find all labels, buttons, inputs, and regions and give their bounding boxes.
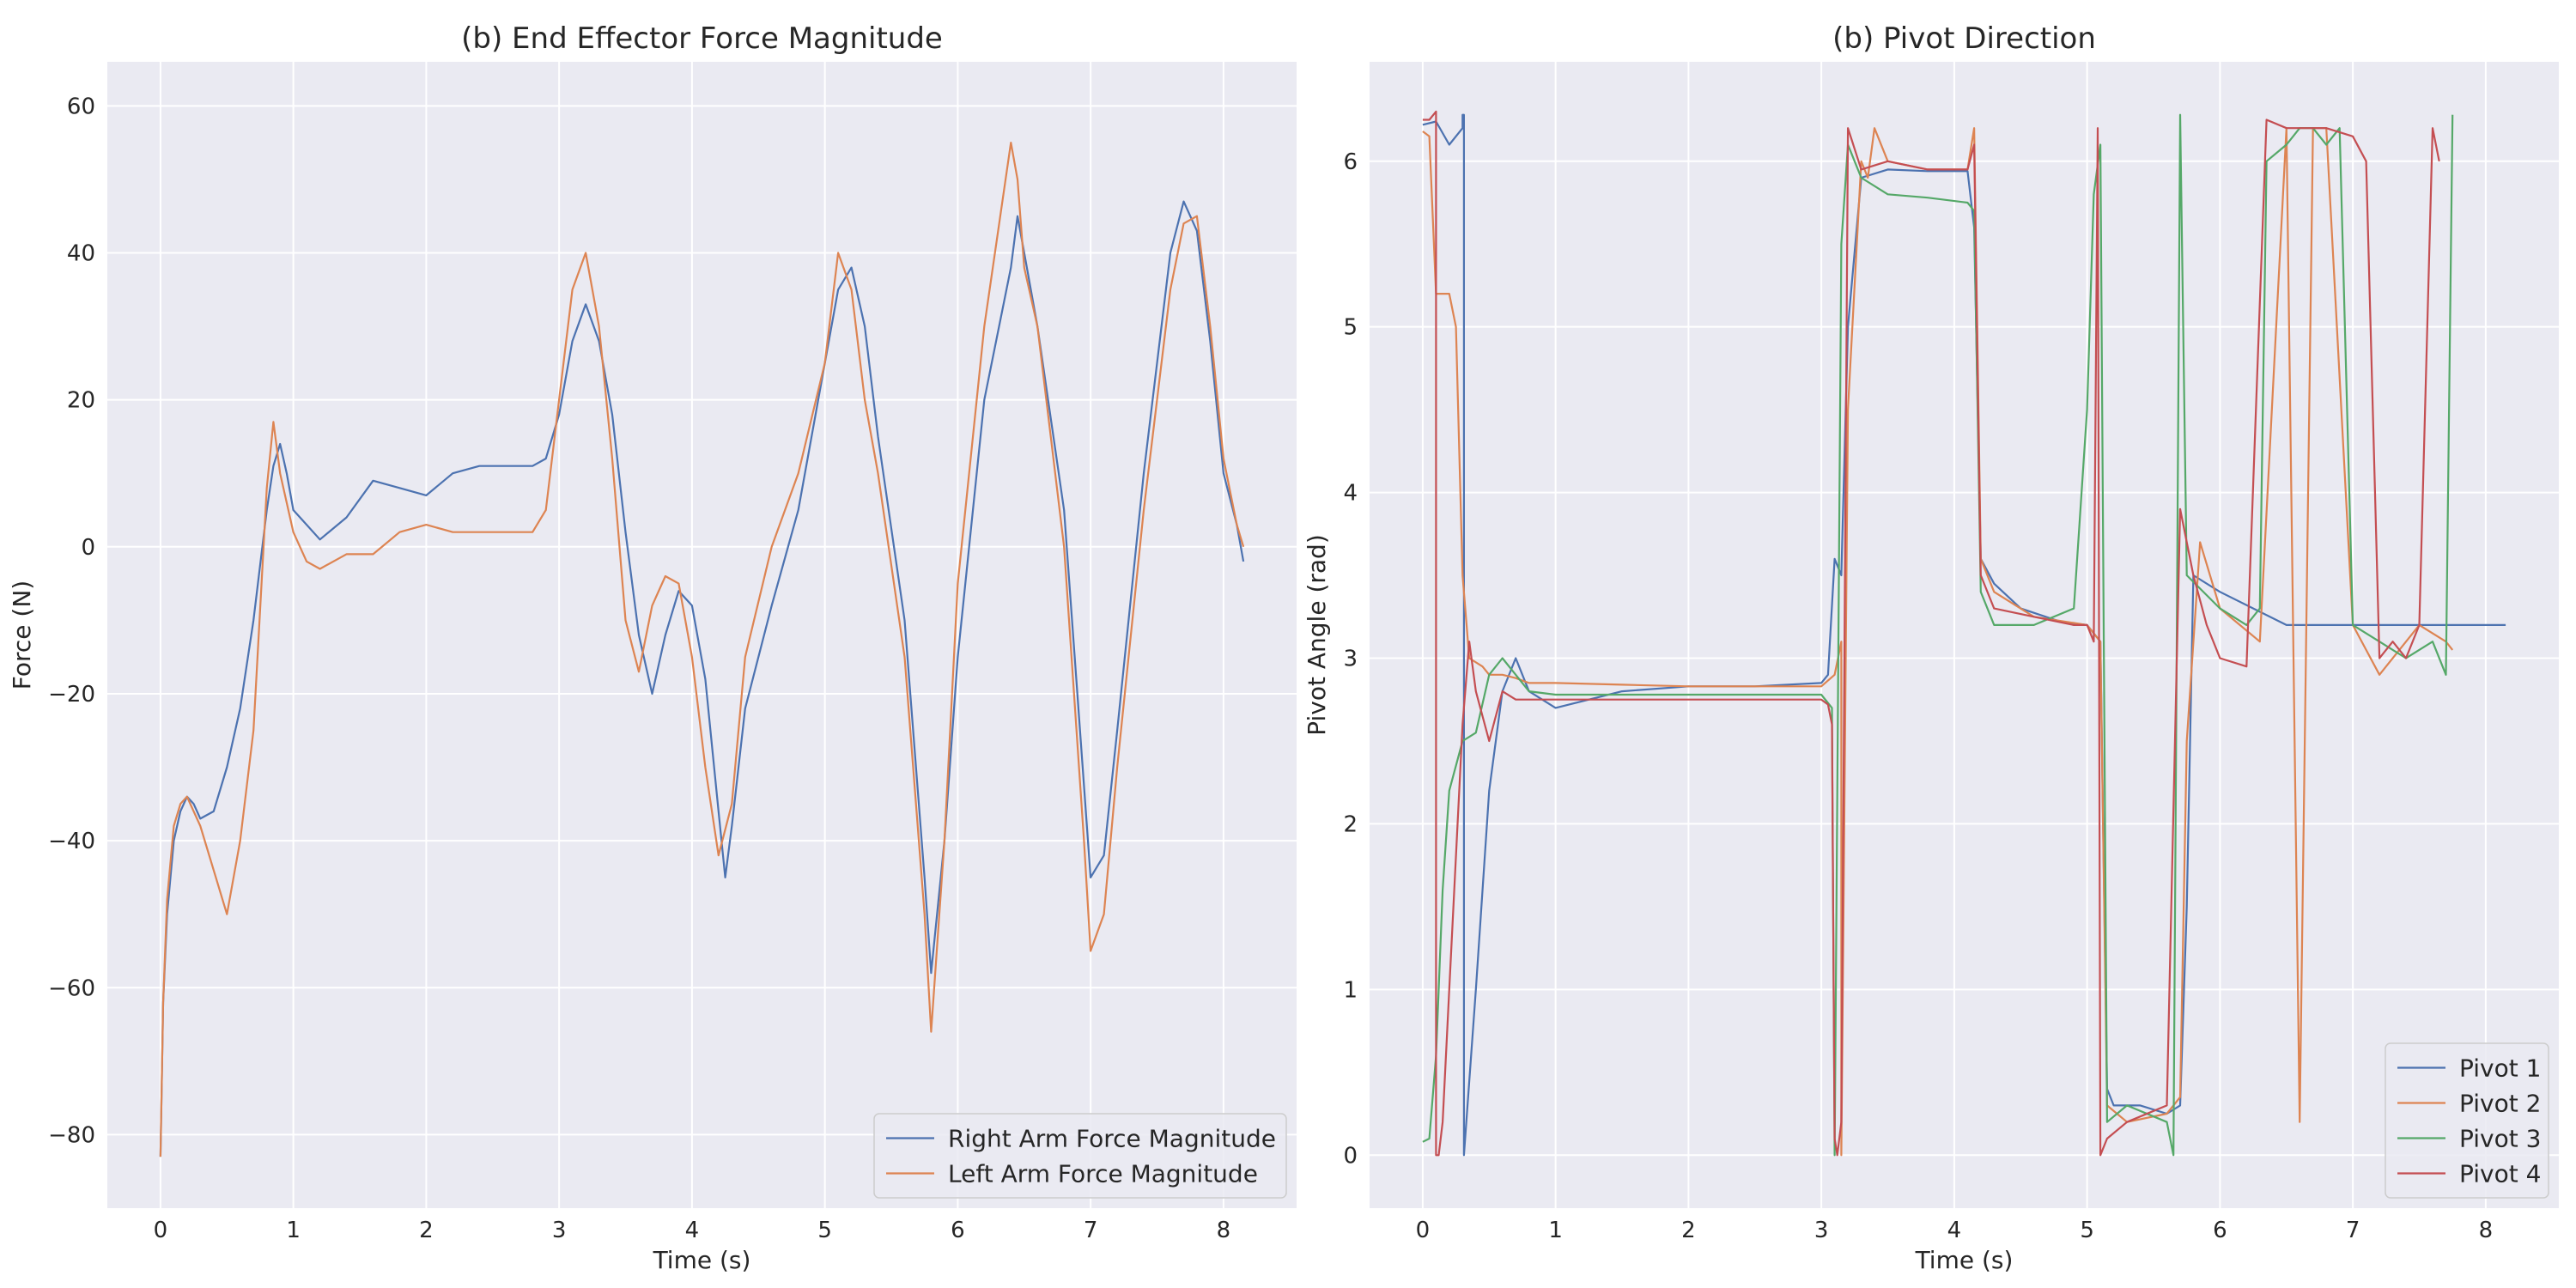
legend-entry: Pivot 4 bbox=[2459, 1160, 2541, 1188]
series-line-pivot-1 bbox=[1422, 113, 2506, 1157]
x-tick-label: 0 bbox=[154, 1218, 168, 1243]
y-tick-label: 3 bbox=[1343, 647, 1358, 672]
legend-entry: Pivot 1 bbox=[2459, 1054, 2541, 1083]
y-tick-label: 40 bbox=[67, 241, 95, 267]
x-axis-label: Time (s) bbox=[1915, 1246, 2014, 1274]
x-tick-label: 3 bbox=[552, 1218, 567, 1243]
x-tick-label: 1 bbox=[286, 1218, 301, 1243]
x-tick-label: 2 bbox=[1681, 1218, 1696, 1243]
legend: Right Arm Force Magnitude Left Arm Force … bbox=[873, 1113, 1287, 1199]
y-axis-label: Pivot Angle (rad) bbox=[1303, 534, 1331, 736]
plot-area bbox=[107, 62, 1297, 1208]
x-tick-label: 4 bbox=[1947, 1218, 1962, 1243]
chart-title: (b) End Effector Force Magnitude bbox=[461, 21, 943, 56]
y-tick-label: 2 bbox=[1343, 811, 1358, 837]
y-tick-label: 1 bbox=[1343, 977, 1358, 1003]
x-tick-label: 5 bbox=[2080, 1218, 2094, 1243]
x-tick-label: 5 bbox=[817, 1218, 832, 1243]
x-tick-label: 2 bbox=[419, 1218, 434, 1243]
x-tick-label: 3 bbox=[1814, 1218, 1829, 1243]
y-tick-label: 20 bbox=[67, 388, 95, 414]
y-tick-label: −80 bbox=[48, 1122, 95, 1148]
y-tick-label: −40 bbox=[48, 829, 95, 854]
force-magnitude-chart: 0 1 2 3 4 5 6 7 8 −80 −60 −40 −20 0 20 40 60 (b) End Effe… bbox=[8, 21, 1297, 1274]
x-tick-label: 6 bbox=[2213, 1218, 2227, 1243]
legend-entry: Left Arm Force Magnitude bbox=[948, 1160, 1258, 1188]
y-tick-label: 5 bbox=[1343, 315, 1358, 341]
y-tick-label: 6 bbox=[1343, 149, 1358, 175]
x-tick-label: 1 bbox=[1548, 1218, 1563, 1243]
chart-title: (b) Pivot Direction bbox=[1832, 21, 2096, 56]
series-line-left-arm-force-magnitude bbox=[159, 142, 1245, 1157]
plot-area bbox=[1370, 62, 2559, 1208]
series-group bbox=[1422, 110, 2506, 1157]
legend-entry: Right Arm Force Magnitude bbox=[948, 1125, 1276, 1153]
x-tick-label: 8 bbox=[2479, 1218, 2494, 1243]
series-group bbox=[159, 142, 1245, 1157]
series-line-right-arm-force-magnitude bbox=[159, 200, 1245, 1157]
x-tick-label: 4 bbox=[685, 1218, 700, 1243]
y-tick-label: 0 bbox=[81, 535, 95, 561]
pivot-direction-chart: 0 1 2 3 4 5 6 7 8 0 1 2 3 4 5 6 (b) Pivot Direction Time … bbox=[1303, 21, 2559, 1274]
legend-entry: Pivot 3 bbox=[2459, 1125, 2541, 1153]
legend-box bbox=[873, 1113, 1287, 1199]
legend: Pivot 1 Pivot 2 Pivot 3 Pivot 4 bbox=[2385, 1042, 2549, 1199]
x-tick-label: 7 bbox=[1084, 1218, 1098, 1243]
x-axis-label: Time (s) bbox=[653, 1246, 751, 1274]
y-axis-label: Force (N) bbox=[8, 580, 36, 690]
legend-box bbox=[2385, 1042, 2549, 1199]
y-tick-label: 60 bbox=[67, 94, 95, 119]
x-tick-label: 8 bbox=[1217, 1218, 1231, 1243]
y-tick-label: 0 bbox=[1343, 1143, 1358, 1169]
y-tick-label: −20 bbox=[48, 682, 95, 708]
legend-entry: Pivot 2 bbox=[2459, 1090, 2541, 1118]
series-line-pivot-4 bbox=[1422, 110, 2440, 1157]
y-tick-label: −60 bbox=[48, 975, 95, 1001]
x-tick-label: 0 bbox=[1416, 1218, 1431, 1243]
y-tick-label: 4 bbox=[1343, 481, 1358, 507]
x-tick-label: 7 bbox=[2346, 1218, 2360, 1243]
x-tick-label: 6 bbox=[951, 1218, 965, 1243]
